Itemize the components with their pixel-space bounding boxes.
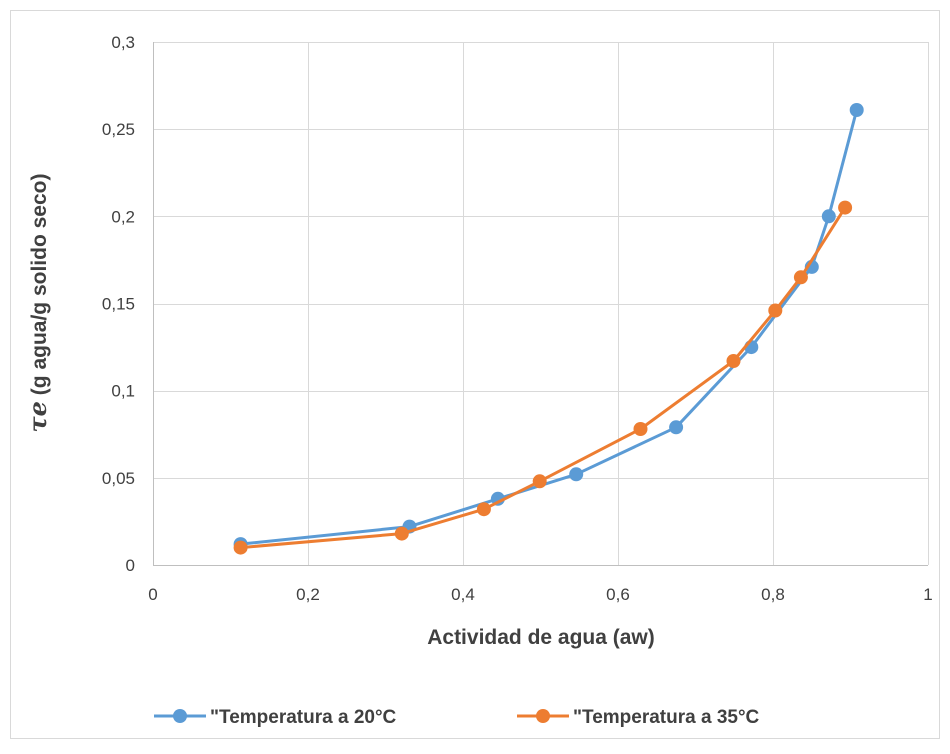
y-axis-label-text: (g agua/g solido seco) xyxy=(28,174,51,402)
y-tick-label: 0 xyxy=(126,556,135,575)
data-point xyxy=(394,526,409,541)
y-tick-label: 0,1 xyxy=(111,382,135,401)
data-point xyxy=(726,354,741,368)
legend: "Temperatura a 20°C "Temperatura a 35°C xyxy=(154,707,760,728)
data-point xyxy=(569,467,584,482)
x-tick-label: 1 xyxy=(923,585,932,604)
tick-labels: 0 0,05 0,1 0,15 0,2 0,25 0,3 0 0,2 0,4 0,6 0,8 1 xyxy=(102,33,933,604)
x-tick-label: 0 xyxy=(148,585,157,604)
y-axis-symbol: τe xyxy=(23,401,52,432)
legend-marker-series-1 xyxy=(173,709,187,723)
y-tick-label: 0,3 xyxy=(111,33,135,52)
series-2 xyxy=(233,200,853,555)
y-tick-label: 0,05 xyxy=(102,469,135,488)
x-axis-title: Actividad de agua (aw) xyxy=(427,626,655,649)
y-axis-title: τe (g agua/g solido seco) xyxy=(23,174,52,433)
legend-label-series-2: "Temperatura a 35°C xyxy=(573,707,760,728)
data-point xyxy=(838,200,853,215)
data-point xyxy=(669,420,684,435)
y-tick-label: 0,2 xyxy=(111,207,135,226)
data-point xyxy=(633,422,648,436)
data-point xyxy=(768,303,783,318)
chart-border xyxy=(10,10,940,739)
x-tick-label: 0,6 xyxy=(606,585,630,604)
x-tick-label: 0,4 xyxy=(451,585,475,604)
series-layer xyxy=(233,103,864,555)
data-point xyxy=(849,103,864,117)
data-point xyxy=(476,502,491,517)
legend-label-series-1: "Temperatura a 20°C xyxy=(210,707,397,728)
legend-item-series-2: "Temperatura a 35°C xyxy=(517,707,760,728)
x-tick-label: 0,8 xyxy=(761,585,785,604)
data-point xyxy=(821,209,836,224)
legend-item-series-1: "Temperatura a 20°C xyxy=(154,707,397,728)
axes xyxy=(153,42,928,566)
x-tick-label: 0,2 xyxy=(296,585,320,604)
data-point xyxy=(233,540,248,555)
y-tick-label: 0,15 xyxy=(102,295,135,314)
legend-marker-series-2 xyxy=(536,709,550,723)
gridlines xyxy=(153,42,929,565)
y-tick-label: 0,25 xyxy=(102,120,135,139)
data-point xyxy=(793,270,808,285)
data-point xyxy=(532,474,547,489)
